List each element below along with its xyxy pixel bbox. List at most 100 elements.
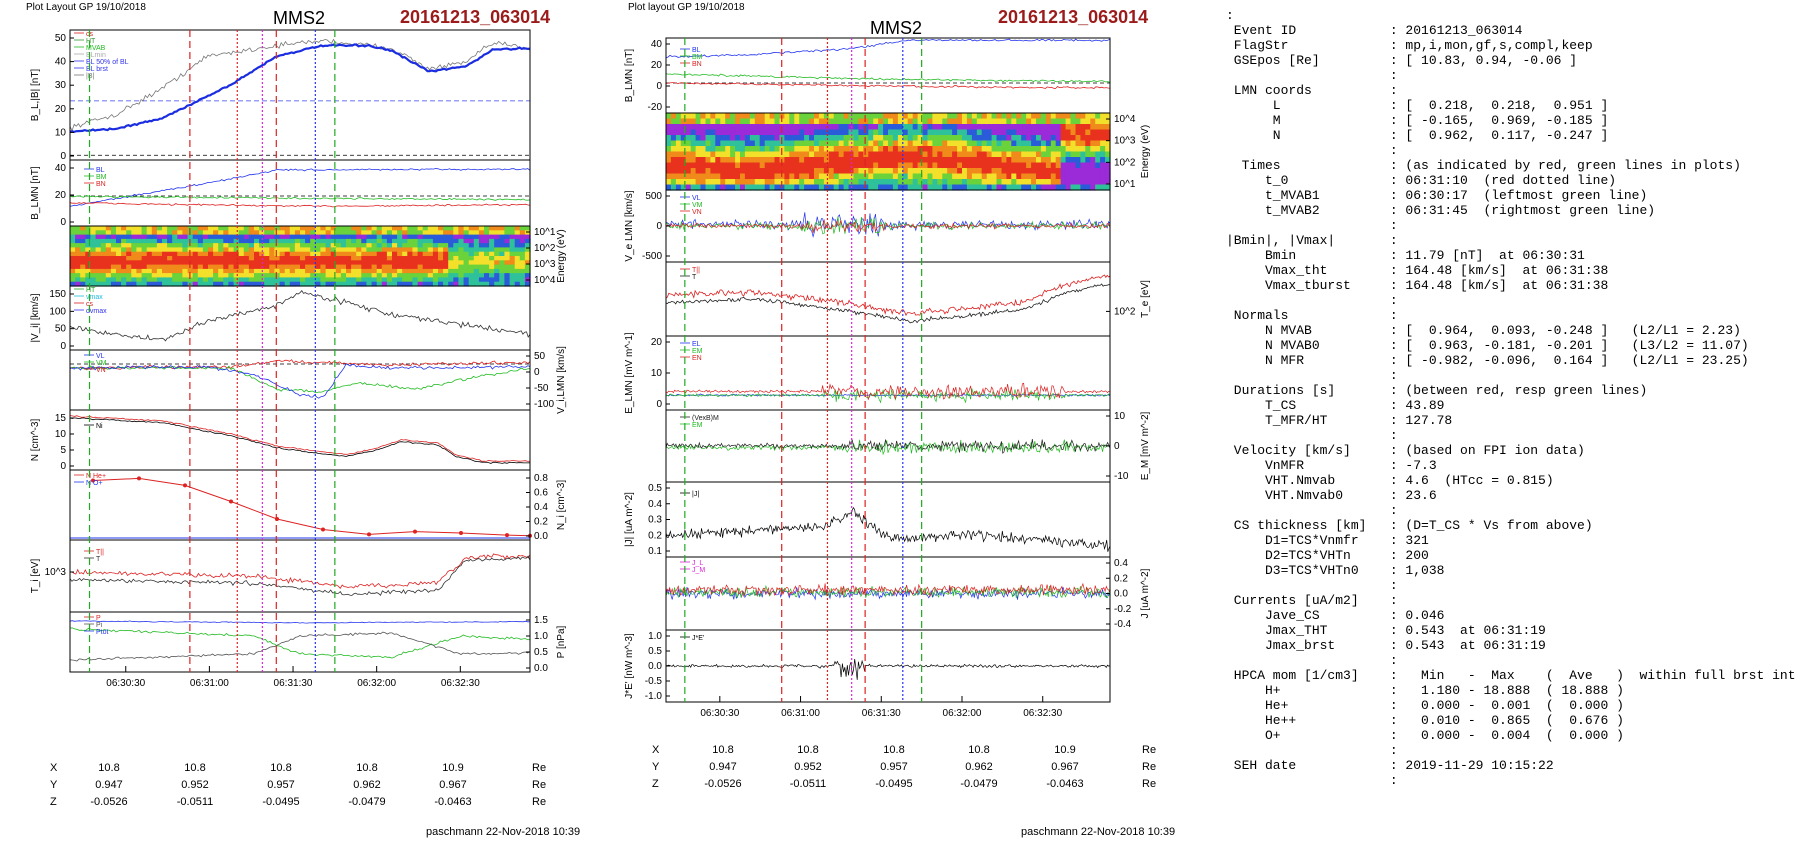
position-value: -0.0511 bbox=[789, 778, 827, 790]
spectrogram-cell bbox=[1001, 118, 1007, 125]
spectrogram-cell bbox=[305, 226, 311, 231]
spectrogram-cell bbox=[192, 277, 199, 283]
spectrogram-cell bbox=[489, 264, 495, 270]
spectrogram-cell bbox=[735, 146, 741, 153]
y-tick-label: 0.0 bbox=[648, 661, 662, 672]
spectrogram-cell bbox=[95, 234, 102, 240]
spectrogram-cell bbox=[238, 247, 245, 253]
spectrogram-cell bbox=[848, 157, 854, 164]
spectrogram-cell bbox=[754, 184, 761, 191]
spectrogram-cell bbox=[1085, 173, 1091, 180]
spectrogram-cell bbox=[381, 238, 388, 244]
spectrogram-cell bbox=[427, 256, 434, 261]
spectrogram-cell bbox=[754, 162, 761, 169]
spectrogram-cell bbox=[392, 277, 398, 283]
spectrogram-cell bbox=[700, 129, 706, 136]
y-tick-label: 1.0 bbox=[534, 631, 548, 642]
spectrogram-cell bbox=[90, 243, 97, 248]
spectrogram-cell bbox=[986, 157, 993, 164]
spectrogram-cell bbox=[397, 238, 403, 244]
spectrogram-cell bbox=[892, 157, 899, 164]
spectrogram-cell bbox=[1075, 168, 1081, 175]
spectrogram-cell bbox=[957, 118, 963, 125]
spectrogram-cell bbox=[218, 234, 224, 240]
spectrogram-cell bbox=[1080, 184, 1086, 191]
spectrogram-cell bbox=[690, 179, 697, 186]
spectrogram-cell bbox=[85, 251, 91, 257]
spectrogram-cell bbox=[1036, 118, 1042, 125]
spectrogram-cell bbox=[141, 273, 148, 278]
spectrogram-cell bbox=[228, 234, 235, 240]
spectrogram-cell bbox=[912, 157, 919, 164]
spectrogram-cell bbox=[473, 234, 480, 240]
spectrogram-cell bbox=[264, 234, 270, 240]
spectrogram-cell bbox=[740, 184, 746, 191]
spectrogram-cell bbox=[376, 264, 383, 270]
spectrogram-cell bbox=[294, 251, 301, 257]
spectrogram-cell bbox=[700, 179, 706, 186]
spectrogram-cell bbox=[151, 264, 158, 270]
spectrogram-cell bbox=[356, 256, 362, 261]
spectrogram-cell bbox=[981, 184, 988, 191]
spectrogram-cell bbox=[675, 184, 682, 191]
spectrogram-cell bbox=[1065, 168, 1072, 175]
spectrogram-cell bbox=[371, 268, 378, 274]
spectrogram-cell bbox=[720, 124, 726, 131]
spectrogram-cell bbox=[1026, 162, 1032, 169]
spectrogram-cell bbox=[1021, 173, 1027, 180]
info-line: : bbox=[1389, 503, 1398, 518]
spectrogram-cell bbox=[228, 226, 235, 231]
spectrogram-cell bbox=[962, 162, 968, 169]
spectrogram-cell bbox=[873, 140, 879, 147]
spectrogram-cell bbox=[981, 135, 988, 142]
spectrogram-cell bbox=[417, 247, 424, 253]
spectrogram-cell bbox=[453, 238, 459, 244]
spectrogram-cell bbox=[514, 273, 521, 278]
spectrogram-cell bbox=[351, 234, 357, 240]
middle-panel-frame bbox=[665, 629, 1111, 703]
spectrogram-cell bbox=[888, 129, 894, 136]
spectrogram-cell bbox=[1006, 135, 1012, 142]
spectrogram-cell bbox=[966, 184, 973, 191]
spectrogram-cell bbox=[187, 268, 194, 274]
spectrogram-cell bbox=[794, 118, 800, 125]
spectrogram-cell bbox=[823, 118, 830, 125]
spectrogram-cell bbox=[670, 113, 677, 120]
spectrogram-cell bbox=[735, 135, 741, 142]
spectrogram-cell bbox=[519, 277, 526, 283]
spectrogram-cell bbox=[366, 268, 373, 274]
spectrogram-cell bbox=[233, 260, 240, 266]
spectrogram-cell bbox=[284, 230, 291, 236]
spectrogram-cell bbox=[666, 173, 672, 180]
spectrogram-cell bbox=[675, 162, 682, 169]
spectrogram-cell bbox=[458, 281, 465, 287]
spectrogram-cell bbox=[759, 146, 766, 153]
position-value: -0.0479 bbox=[348, 796, 386, 808]
spectrogram-cell bbox=[1016, 118, 1022, 125]
spectrogram-cell bbox=[463, 268, 470, 274]
spectrogram-cell bbox=[818, 135, 825, 142]
spectrogram-cell bbox=[1026, 124, 1032, 131]
spectrogram-cell bbox=[110, 277, 117, 283]
spectrogram-cell bbox=[1075, 135, 1081, 142]
spectrogram-cell bbox=[248, 273, 255, 278]
spectrogram-cell bbox=[432, 234, 439, 240]
legend-label: P bbox=[96, 615, 101, 622]
y-tick-label: 100 bbox=[49, 306, 66, 317]
spectrogram-cell bbox=[438, 264, 444, 270]
info-line: |Bmin|, |Vmax| : bbox=[1226, 233, 1398, 248]
spectrogram-cell bbox=[873, 124, 879, 131]
spectrogram-cell bbox=[151, 251, 158, 257]
spectrogram-cell bbox=[789, 113, 795, 120]
spectrogram-cell bbox=[1070, 157, 1076, 164]
spectrogram-cell bbox=[407, 281, 413, 287]
spectrogram-cell bbox=[675, 140, 682, 147]
spectrogram-cell bbox=[320, 256, 327, 261]
spectrogram-cell bbox=[504, 234, 511, 240]
spectrogram-cell bbox=[685, 184, 692, 191]
spectrogram-cell bbox=[489, 273, 495, 278]
spectrogram-cell bbox=[1095, 151, 1101, 158]
spectrogram-cell bbox=[376, 273, 383, 278]
spectrogram-cell bbox=[325, 247, 332, 253]
spectrogram-cell bbox=[443, 234, 449, 240]
